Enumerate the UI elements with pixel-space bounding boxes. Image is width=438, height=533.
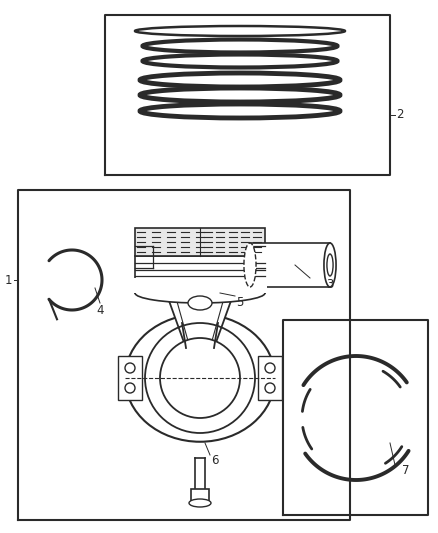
Bar: [250, 243, 330, 287]
Ellipse shape: [125, 314, 275, 442]
Text: 3: 3: [326, 279, 334, 292]
Bar: [258, 356, 282, 400]
Text: 1: 1: [4, 273, 12, 287]
Ellipse shape: [135, 283, 265, 303]
Ellipse shape: [135, 26, 345, 36]
Text: 4: 4: [96, 304, 104, 318]
Ellipse shape: [142, 39, 338, 52]
Ellipse shape: [142, 54, 338, 68]
Text: 2: 2: [396, 109, 404, 122]
Text: 5: 5: [237, 296, 244, 310]
Circle shape: [145, 323, 255, 433]
Text: 7: 7: [402, 464, 410, 478]
Ellipse shape: [324, 243, 336, 287]
Bar: [135, 228, 265, 256]
Bar: [135, 256, 265, 293]
Ellipse shape: [140, 104, 340, 118]
Circle shape: [125, 363, 135, 373]
Bar: [133, 278, 267, 293]
Circle shape: [265, 363, 275, 373]
Circle shape: [125, 383, 135, 393]
Ellipse shape: [140, 88, 340, 102]
Polygon shape: [168, 298, 232, 348]
Ellipse shape: [189, 499, 211, 507]
Ellipse shape: [327, 254, 333, 276]
Bar: [118, 356, 142, 400]
Text: 6: 6: [211, 455, 219, 467]
Bar: [191, 489, 209, 503]
Circle shape: [265, 383, 275, 393]
Ellipse shape: [188, 296, 212, 310]
Ellipse shape: [244, 243, 256, 287]
Circle shape: [160, 338, 240, 418]
Ellipse shape: [140, 73, 340, 87]
